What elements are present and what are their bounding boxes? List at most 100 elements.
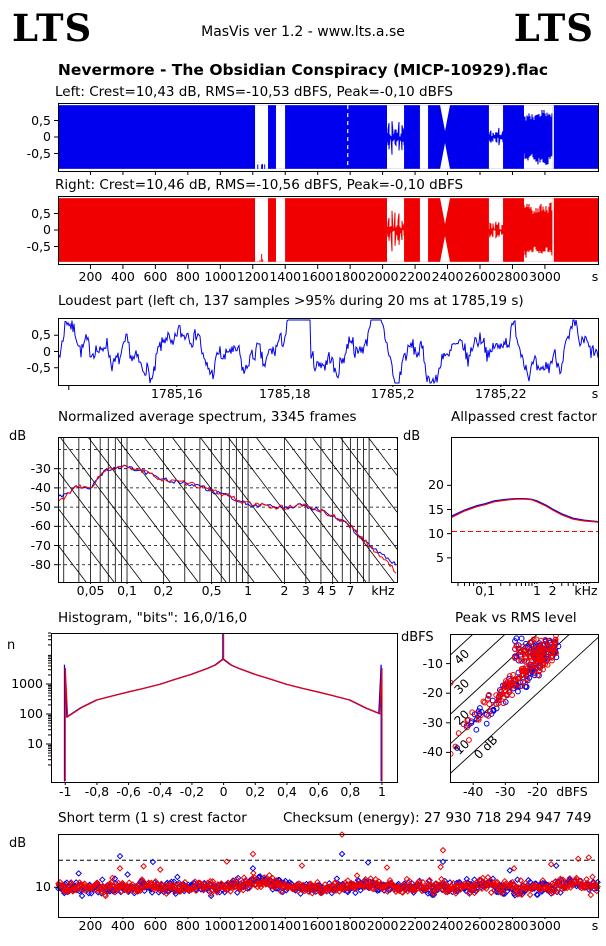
tick-label: 600 bbox=[143, 269, 168, 284]
tick-label: 0,5 bbox=[31, 112, 51, 128]
loudest-part-title: Loudest part (left ch, 137 samples >95% … bbox=[58, 293, 524, 309]
tick-label: -0,2 bbox=[179, 784, 205, 799]
lts-logo-right: LTS bbox=[513, 6, 594, 50]
tick-label: 0 bbox=[219, 784, 228, 799]
tick-label: 0,2 bbox=[245, 784, 266, 799]
loudest-part-plot bbox=[57, 318, 599, 386]
tick-label: 2 bbox=[280, 583, 289, 598]
waveform-left-plot bbox=[58, 103, 599, 172]
svg-text:40: 40 bbox=[452, 647, 473, 668]
tick-label: -80 bbox=[30, 556, 51, 572]
tick-label: 1785,16 bbox=[150, 386, 203, 401]
tick-label: 5 bbox=[328, 583, 337, 598]
tick-label: 1785,18 bbox=[258, 386, 311, 401]
tick-label: 7 bbox=[346, 583, 355, 598]
album-title: Nevermore - The Obsidian Conspiracy (MIC… bbox=[57, 61, 549, 79]
tick-label: 2 bbox=[548, 583, 557, 598]
tick-label: 2800 bbox=[496, 918, 529, 933]
tick-label: kHz bbox=[371, 583, 395, 598]
tick-label: 0,4 bbox=[276, 784, 297, 799]
tick-label: 1600 bbox=[301, 918, 334, 933]
tick-label: 10 bbox=[27, 736, 43, 751]
tick-label: 1800 bbox=[334, 269, 367, 284]
left-channel-stats: Left: Crest=10,43 dB, RMS=-10,53 dBFS, P… bbox=[55, 84, 453, 100]
tick-label: 0,8 bbox=[340, 784, 361, 799]
tick-label: 2400 bbox=[431, 269, 464, 284]
tick-label: -70 bbox=[30, 537, 51, 553]
short-crest-ylabel: dB bbox=[9, 836, 27, 851]
tick-label: 1600 bbox=[301, 269, 334, 284]
tick-label: kHz bbox=[574, 583, 598, 598]
tick-label: 15 bbox=[428, 501, 444, 517]
tick-label: 1785,2 bbox=[370, 386, 415, 401]
tick-label: 4 bbox=[316, 583, 325, 598]
tick-label: 2600 bbox=[464, 918, 496, 933]
spectrum-ylabel: dB bbox=[9, 429, 27, 444]
tick-label: 0,5 bbox=[201, 583, 222, 598]
tick-label: 1 bbox=[377, 784, 386, 799]
tick-label: 200 bbox=[78, 269, 103, 284]
tick-label: 1785,22 bbox=[474, 386, 527, 401]
peak-ylabel: dBFS bbox=[401, 630, 434, 645]
tick-label: 800 bbox=[175, 918, 200, 933]
tick-label: -0,8 bbox=[84, 784, 110, 799]
tick-label: -50 bbox=[30, 499, 51, 515]
tick-label: -60 bbox=[30, 518, 51, 534]
tick-label: 1400 bbox=[269, 269, 302, 284]
tick-label: 10 bbox=[428, 525, 444, 541]
tick-label: -1 bbox=[59, 784, 72, 799]
svg-text:0 dB: 0 dB bbox=[471, 733, 500, 762]
histogram-plot bbox=[51, 633, 398, 783]
tick-label: 0,1 bbox=[117, 583, 137, 598]
tick-label: 0 bbox=[43, 222, 51, 237]
short-crest-title: Short term (1 s) crest factor bbox=[58, 810, 247, 826]
tick-label: 1000 bbox=[204, 918, 237, 933]
tick-label: 0,05 bbox=[76, 583, 105, 598]
tick-label: 2800 bbox=[496, 269, 529, 284]
tick-label: 2400 bbox=[431, 918, 464, 933]
app-version-line: MasVis ver 1.2 - www.lts.a.se bbox=[201, 24, 405, 40]
tick-label: 400 bbox=[110, 269, 135, 284]
tick-label: 20 bbox=[428, 477, 444, 493]
tick-label: 1000 bbox=[11, 676, 43, 691]
short-crest-plot bbox=[55, 831, 601, 918]
tick-label: 0,5 bbox=[31, 327, 51, 343]
peak-vs-rms-title: Peak vs RMS level bbox=[455, 610, 577, 626]
tick-label: -30 bbox=[422, 714, 443, 730]
tick-label: 1400 bbox=[269, 918, 302, 933]
checksum-label: Checksum (energy): 27 930 718 294 947 74… bbox=[283, 810, 592, 826]
tick-label: 2000 bbox=[366, 269, 399, 284]
tick-label: 1200 bbox=[236, 918, 269, 933]
tick-label: s bbox=[591, 269, 599, 284]
histogram-ylabel: n bbox=[7, 638, 16, 653]
tick-label: s bbox=[591, 918, 599, 933]
tick-label: 2200 bbox=[399, 918, 431, 933]
tick-label: -40 bbox=[462, 784, 484, 799]
tick-label: 3 bbox=[301, 583, 310, 598]
allpassed-ylabel: dB bbox=[403, 429, 421, 444]
tick-label: 0 bbox=[43, 343, 51, 359]
tick-label: 5 bbox=[436, 549, 444, 565]
tick-label: -0,5 bbox=[26, 238, 51, 254]
tick-label: 1 bbox=[244, 583, 253, 598]
spectrum-plot bbox=[58, 437, 398, 583]
tick-label: 0,1 bbox=[475, 583, 496, 598]
tick-label: 100 bbox=[19, 706, 43, 721]
right-channel-stats: Right: Crest=10,46 dB, RMS=-10,56 dBFS, … bbox=[55, 177, 464, 193]
tick-label: -0,5 bbox=[26, 145, 51, 161]
tick-label: 400 bbox=[110, 918, 135, 933]
tick-label: 600 bbox=[143, 918, 168, 933]
tick-label: -10 bbox=[422, 655, 443, 671]
allpassed-plot bbox=[450, 437, 599, 583]
waveform-right-plot bbox=[58, 196, 599, 265]
tick-label: -20 bbox=[422, 685, 443, 701]
tick-label: -20 bbox=[527, 784, 548, 799]
tick-label: 0,6 bbox=[308, 784, 329, 799]
svg-text:30: 30 bbox=[452, 676, 473, 697]
histogram-title: Histogram, "bits": 16,0/16,0 bbox=[58, 610, 248, 626]
tick-label: 1000 bbox=[204, 269, 237, 284]
tick-label: 0,5 bbox=[31, 205, 51, 221]
tick-label: 2600 bbox=[464, 269, 496, 284]
tick-label: 3000 bbox=[529, 918, 561, 933]
